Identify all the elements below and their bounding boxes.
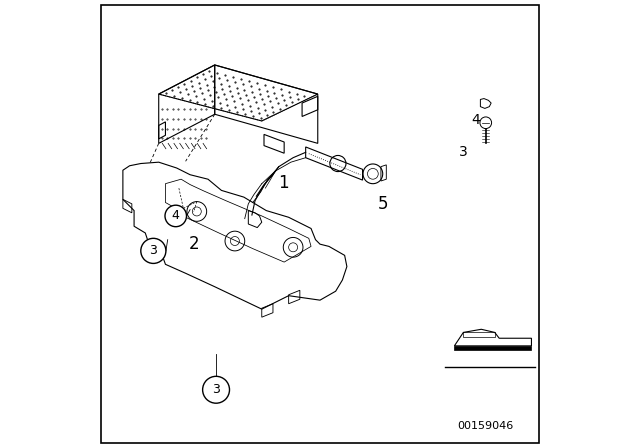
Text: 5: 5: [378, 195, 388, 213]
Text: 2: 2: [188, 235, 199, 253]
Polygon shape: [454, 346, 531, 350]
Circle shape: [141, 238, 166, 263]
Text: 00159046: 00159046: [458, 421, 514, 431]
Circle shape: [203, 376, 230, 403]
Text: 3: 3: [459, 145, 468, 159]
Text: 3: 3: [212, 383, 220, 396]
Text: 1: 1: [278, 174, 289, 192]
Circle shape: [165, 205, 186, 227]
Text: 4: 4: [172, 209, 180, 223]
Text: 3: 3: [149, 244, 157, 258]
Text: 4: 4: [472, 113, 480, 127]
